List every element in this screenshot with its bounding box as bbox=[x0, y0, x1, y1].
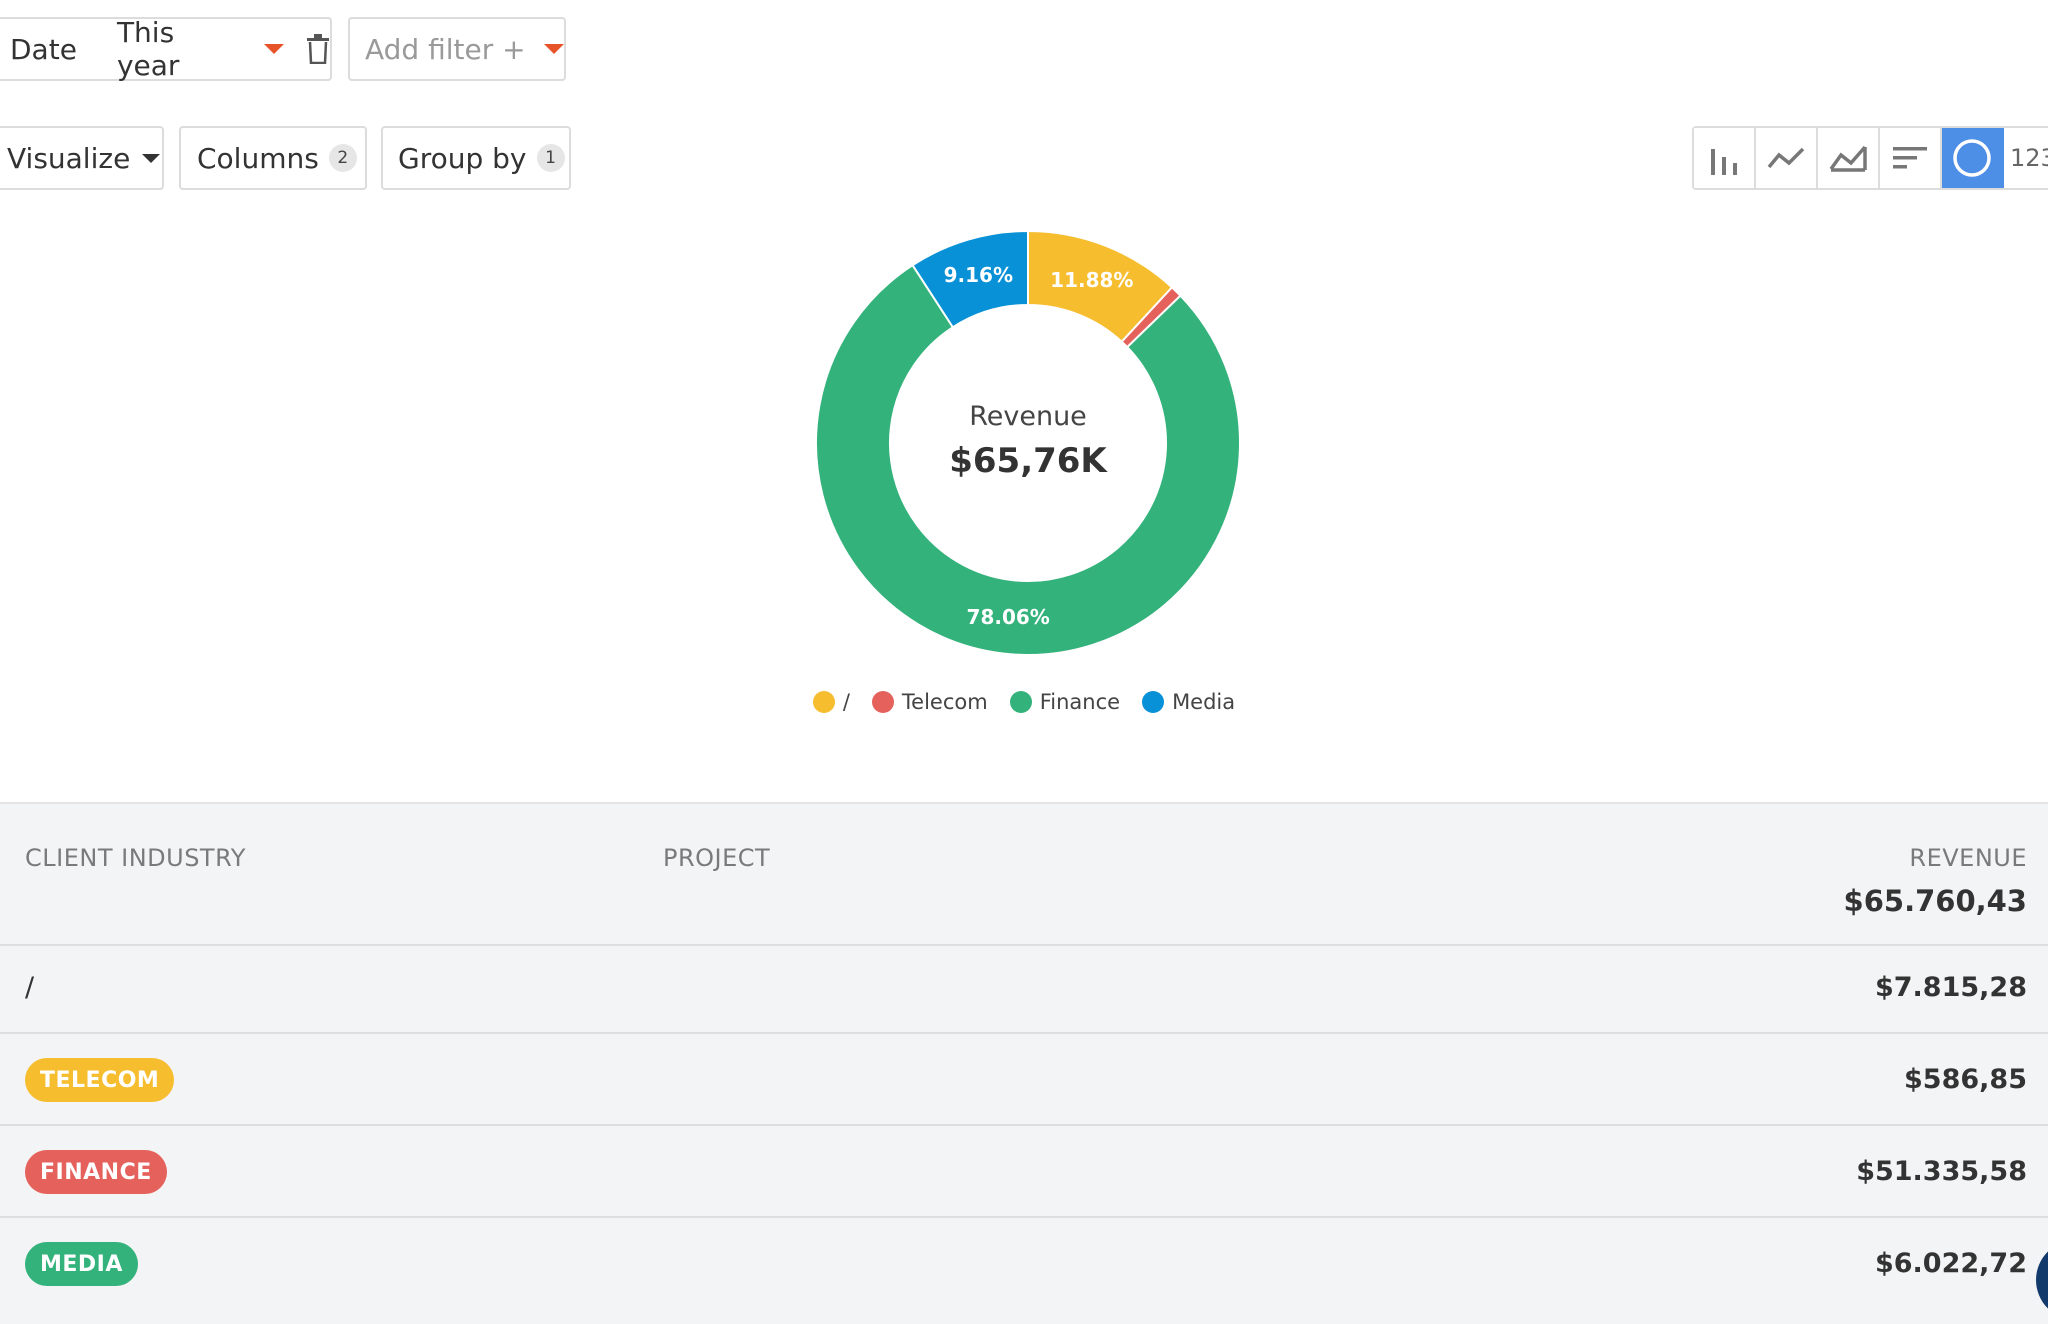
donut-chart-icon bbox=[1953, 139, 1991, 177]
date-filter[interactable]: Date This year bbox=[0, 16, 332, 82]
sorted-bar-icon bbox=[1893, 147, 1927, 169]
row-industry: / bbox=[25, 972, 35, 1003]
donut-chart-button[interactable] bbox=[1942, 128, 2004, 188]
chart-legend: / Telecom Finance Media bbox=[0, 690, 2048, 714]
visualize-label: Visualize bbox=[7, 141, 131, 175]
donut-chart: 11.88% 78.06% 9.16% Revenue $65,76K bbox=[815, 229, 1241, 656]
line-chart-icon bbox=[1767, 147, 1805, 169]
group-by-label: Group by bbox=[398, 141, 527, 175]
row-revenue: $6.022,72 bbox=[1874, 1248, 2027, 1279]
row-revenue: $7.815,28 bbox=[1874, 972, 2027, 1003]
row-revenue: $586,85 bbox=[1904, 1064, 2027, 1095]
bar-chart-button[interactable] bbox=[1694, 128, 1756, 188]
visualize-caret-icon bbox=[142, 153, 161, 163]
industry-tag: TELECOM bbox=[25, 1058, 175, 1102]
legend-swatch bbox=[871, 691, 894, 713]
line-chart-button[interactable] bbox=[1756, 128, 1818, 188]
legend-item[interactable]: Telecom bbox=[871, 690, 988, 714]
columns-count-badge: 2 bbox=[328, 144, 357, 172]
visualization-type-switcher: 123 bbox=[1692, 126, 2048, 190]
header-project[interactable]: PROJECT bbox=[663, 844, 771, 872]
area-chart-button[interactable] bbox=[1818, 128, 1880, 188]
date-dropdown-caret-icon[interactable] bbox=[264, 44, 284, 54]
date-filter-label: Date bbox=[10, 32, 77, 66]
header-revenue[interactable]: REVENUE bbox=[1909, 844, 2027, 872]
add-filter-label: Add filter + bbox=[365, 32, 526, 66]
number-icon: 123 bbox=[2010, 144, 2048, 172]
columns-label: Columns bbox=[197, 141, 319, 175]
legend-item[interactable]: Finance bbox=[1009, 690, 1121, 714]
legend-swatch bbox=[1142, 691, 1165, 713]
group-by-button[interactable]: Group by 1 bbox=[381, 126, 571, 190]
legend-swatch bbox=[1009, 691, 1032, 713]
donut-slice-media[interactable] bbox=[911, 229, 1029, 329]
table-row[interactable]: MEDIA $6.022,72 bbox=[0, 1216, 2048, 1308]
table-row[interactable]: TELECOM $586,85 bbox=[0, 1032, 2048, 1124]
area-chart-icon bbox=[1829, 145, 1867, 172]
table-row[interactable]: FINANCE $51.335,58 bbox=[0, 1124, 2048, 1216]
legend-label: Finance bbox=[1039, 690, 1121, 714]
legend-label: Media bbox=[1172, 690, 1236, 714]
slice-percent-label: 11.88% bbox=[1050, 268, 1133, 292]
legend-label: / bbox=[842, 690, 850, 714]
legend-swatch bbox=[812, 691, 835, 713]
table-row[interactable]: / $7.815,28 bbox=[0, 944, 2048, 1032]
donut-center-value: $65,76K bbox=[949, 441, 1108, 481]
add-filter-caret-icon bbox=[543, 44, 564, 54]
sorted-bar-button[interactable] bbox=[1880, 128, 1942, 188]
header-client-industry[interactable]: CLIENT INDUSTRY bbox=[25, 844, 246, 872]
slice-percent-label: 9.16% bbox=[944, 263, 1013, 287]
legend-label: Telecom bbox=[901, 690, 988, 714]
date-filter-value[interactable]: This year bbox=[116, 16, 180, 82]
donut-center-label: Revenue bbox=[969, 401, 1087, 432]
visualize-button[interactable]: Visualize bbox=[0, 126, 164, 190]
revenue-table: CLIENT INDUSTRY PROJECT REVENUE $65.760,… bbox=[0, 802, 2048, 1324]
industry-tag: FINANCE bbox=[25, 1150, 167, 1194]
row-revenue: $51.335,58 bbox=[1856, 1156, 2027, 1187]
trash-icon[interactable] bbox=[306, 34, 330, 64]
columns-button[interactable]: Columns 2 bbox=[179, 126, 367, 190]
legend-item[interactable]: Media bbox=[1142, 690, 1235, 714]
legend-item[interactable]: / bbox=[812, 690, 850, 714]
add-filter-button[interactable]: Add filter + bbox=[348, 17, 566, 81]
revenue-total: $65.760,43 bbox=[1843, 884, 2027, 918]
slice-percent-label: 78.06% bbox=[967, 605, 1050, 629]
group-by-count-badge: 1 bbox=[536, 144, 565, 172]
industry-tag: MEDIA bbox=[25, 1242, 138, 1286]
donut-slice-finance[interactable] bbox=[815, 263, 1241, 656]
bar-chart-icon bbox=[1711, 149, 1737, 175]
number-button[interactable]: 123 bbox=[2004, 128, 2048, 188]
